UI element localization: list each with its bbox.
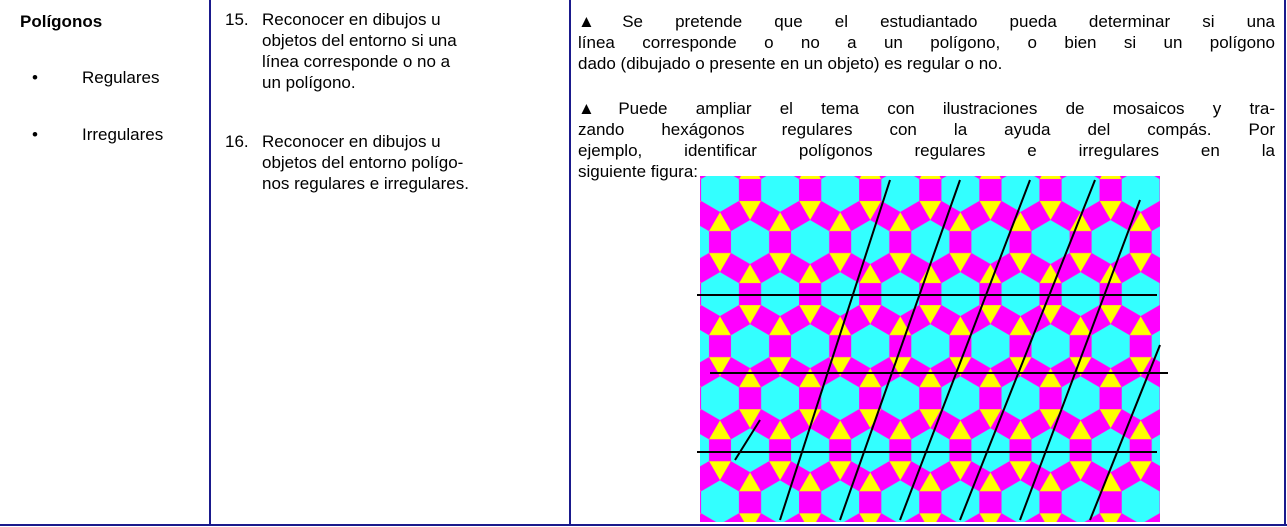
- topic-title: Polígonos: [20, 12, 103, 31]
- line: línea corresponde o no a: [262, 52, 451, 71]
- line: objetos del entorno si una: [262, 31, 457, 50]
- line: siguiente figura:: [578, 162, 699, 181]
- row-border: [0, 524, 1287, 526]
- bullet: • Regulares: [32, 68, 160, 87]
- line: ▲Se pretende que el estudiantado pueda d…: [578, 11, 1275, 32]
- column-border: [1284, 0, 1286, 526]
- bullet-text: Regulares: [82, 68, 160, 87]
- line: dado (dibujado o presente en un objeto) …: [578, 54, 1003, 73]
- line: objetos del entorno polígo-: [262, 153, 464, 172]
- bullet-text: Irregulares: [82, 125, 164, 144]
- objective: 15. Reconocer en dibujos u objetos del e…: [210, 9, 565, 93]
- line-text: Se pretende que el estudiantado pueda de…: [622, 12, 1275, 31]
- line: ▲Puede ampliar el tema con ilustraciones…: [578, 98, 1275, 119]
- figure-lines: [697, 179, 1168, 521]
- line-text: Puede ampliar el tema con ilustraciones …: [618, 99, 1275, 118]
- notes-cell: ▲Se pretende que el estudiantado pueda d…: [578, 11, 1275, 182]
- line: nos regulares e irregulares.: [262, 174, 469, 193]
- line: ejemplo, identificar polígonos regulares…: [578, 141, 1275, 160]
- column-border: [209, 0, 211, 526]
- objectives-cell: 15. Reconocer en dibujos u objetos del e…: [210, 9, 565, 194]
- objective-number: 16.: [225, 132, 249, 151]
- bullet: • Irregulares: [32, 125, 164, 144]
- line: Reconocer en dibujos u: [262, 10, 441, 29]
- line: línea corresponde o no a un polígono, o …: [578, 33, 1275, 52]
- line: un polígono.: [262, 73, 356, 92]
- objective-number: 15.: [225, 10, 249, 29]
- marker: ▲: [578, 99, 619, 118]
- tiling: [700, 176, 1160, 522]
- topic-cell: Polígonos • Regulares • Irregulares: [20, 11, 205, 145]
- line: Reconocer en dibujos u: [262, 132, 441, 151]
- marker: ▲: [578, 12, 623, 31]
- objective: 16. Reconocer en dibujos u objetos del e…: [210, 131, 565, 194]
- column-border: [569, 0, 571, 526]
- line: zando hexágonos regulares con la ayuda d…: [578, 120, 1275, 139]
